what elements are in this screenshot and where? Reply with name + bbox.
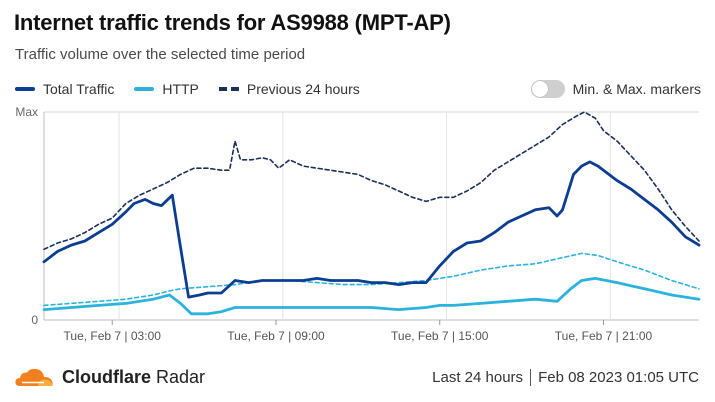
legend-swatch-previous (218, 87, 239, 91)
series-line-previous-24-hours-http[interactable] (43, 252, 700, 307)
chart-legend: Total Traffic HTTP Previous 24 hours (15, 78, 380, 100)
timestamp-label: Feb 08 2023 01:05 UTC (538, 369, 699, 386)
legend-swatch-http (134, 87, 155, 91)
x-tick-label-1: Tue, Feb 7 | 09:00 (227, 329, 325, 343)
x-tick-label-3: Tue, Feb 7 | 21:00 (555, 329, 653, 343)
legend-item-total-traffic[interactable]: Total Traffic (15, 81, 114, 97)
cloudflare-cloud-icon (15, 368, 53, 386)
x-tick-label-0: Tue, Feb 7 | 03:00 (64, 329, 162, 343)
legend-label-previous: Previous 24 hours (246, 81, 360, 97)
legend-label-total: Total Traffic (43, 81, 115, 97)
toggle-label: Min. & Max. markers (572, 81, 701, 97)
legend-swatch-total (15, 87, 35, 91)
toggle-knob (531, 81, 548, 97)
legend-item-previous-24h[interactable]: Previous 24 hours (218, 81, 360, 97)
time-range-label: Last 24 hours (432, 369, 524, 386)
chart-title: Internet traffic trends for AS9988 (MPT-… (14, 10, 451, 35)
brand-light: Radar (151, 366, 206, 387)
chart-subtitle: Traffic volume over the selected time pe… (15, 46, 306, 63)
min-max-markers-control: Min. & Max. markers (530, 78, 701, 100)
series-line-total-traffic[interactable] (42, 160, 701, 299)
min-max-markers-toggle[interactable] (530, 80, 565, 98)
brand-bold: Cloudflare (62, 366, 152, 387)
cloudflare-radar-logo[interactable]: Cloudflare Radar (14, 366, 205, 388)
x-tick-label-2: Tue, Feb 7 | 15:00 (391, 329, 489, 343)
legend-label-http: HTTP (162, 81, 199, 97)
y-tick-label-1: 0 (31, 313, 38, 327)
legend-item-http[interactable]: HTTP (134, 81, 199, 97)
series-line-http[interactable] (42, 277, 701, 316)
brand-name: Cloudflare Radar (62, 367, 205, 388)
footer-separator (530, 369, 532, 386)
series-line-previous-24-hours[interactable] (43, 111, 700, 251)
traffic-line-chart[interactable]: Max 0 Tue, Feb 7 | 03:00 Tue, Feb 7 | 09:00… (0, 100, 715, 350)
y-tick-label-0: Max (15, 105, 38, 119)
time-range-info: Last 24 hours Feb 08 2023 01:05 UTC (432, 369, 699, 386)
